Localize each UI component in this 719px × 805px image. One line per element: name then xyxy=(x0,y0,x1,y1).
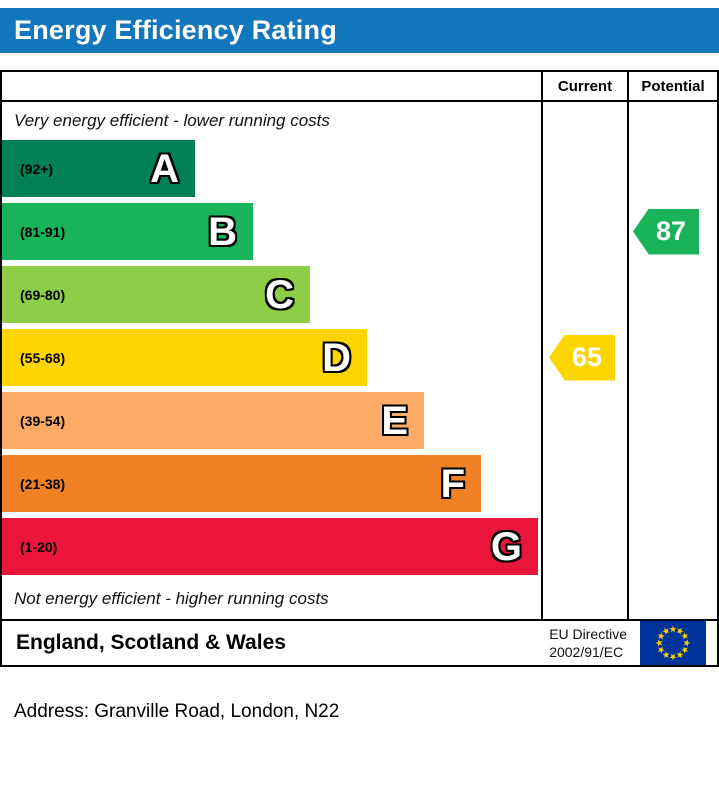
eu-directive-line2: 2002/91/EC xyxy=(549,644,624,660)
band-range-g: (1-20) xyxy=(20,538,58,555)
band-row-c: (69-80) C xyxy=(2,266,541,323)
region-label: England, Scotland & Wales xyxy=(16,631,286,654)
current-column-header: Current xyxy=(557,78,613,95)
band-letter-b: B xyxy=(208,209,237,254)
address-line: Address: Granville Road, London, N22 xyxy=(14,701,340,722)
band-bar-g: (1-20) G xyxy=(2,518,538,575)
band-letter-e: E xyxy=(381,398,408,443)
top-note: Very energy efficient - lower running co… xyxy=(14,111,330,130)
band-letter-g: G xyxy=(490,524,522,569)
band-bar-b: (81-91) B xyxy=(2,203,253,260)
band-range-d: (55-68) xyxy=(20,349,66,366)
band-range-a: (92+) xyxy=(20,160,54,177)
potential-column-divider xyxy=(627,72,629,619)
band-range-e: (39-54) xyxy=(20,412,66,429)
band-row-d: (55-68) D xyxy=(2,329,541,386)
band-letter-f: F xyxy=(440,461,465,506)
band-row-g: (1-20) G xyxy=(2,518,541,575)
bottom-note: Not energy efficient - higher running co… xyxy=(14,589,329,608)
band-row-e: (39-54) E xyxy=(2,392,541,449)
band-row-f: (21-38) F xyxy=(2,455,541,512)
current-rating-value: 65 xyxy=(571,342,603,372)
page-title: Energy Efficiency Rating xyxy=(14,15,337,45)
epc-chart: Current Potential Very energy efficient … xyxy=(0,70,719,621)
potential-rating-tag: 87 xyxy=(633,208,699,255)
band-row-a: (92+) A xyxy=(2,140,541,197)
band-bar-d: (55-68) D xyxy=(2,329,367,386)
eu-directive-line1: EU Directive xyxy=(549,625,627,642)
bands-area: Very energy efficient - lower running co… xyxy=(2,102,541,619)
current-column-divider xyxy=(541,72,543,619)
band-range-b: (81-91) xyxy=(20,223,66,240)
band-bar-c: (69-80) C xyxy=(2,266,310,323)
eu-directive-label: EU Directive 2002/91/EC xyxy=(549,625,627,661)
band-range-c: (69-80) xyxy=(20,286,66,303)
title-bar: Energy Efficiency Rating xyxy=(0,8,719,53)
band-row-b: (81-91) B xyxy=(2,203,541,260)
potential-rating-value: 87 xyxy=(655,216,687,246)
chart-header-row xyxy=(2,72,717,102)
band-bar-f: (21-38) F xyxy=(2,455,481,512)
band-letter-c: C xyxy=(265,272,294,317)
current-rating-tag: 65 xyxy=(549,334,615,381)
band-bar-e: (39-54) E xyxy=(2,392,424,449)
band-letter-a: A xyxy=(150,146,179,191)
eu-flag-icon xyxy=(640,621,706,665)
potential-column-header: Potential xyxy=(641,78,705,95)
band-bar-a: (92+) A xyxy=(2,140,195,197)
band-letter-d: D xyxy=(322,335,351,380)
footer-bar: England, Scotland & Wales EU Directive 2… xyxy=(0,619,719,667)
band-range-f: (21-38) xyxy=(20,475,66,492)
